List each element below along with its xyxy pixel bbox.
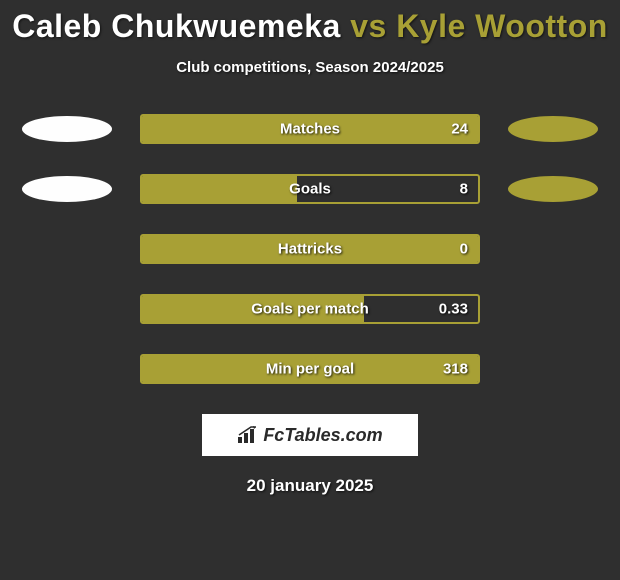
stat-row: Matches24 xyxy=(0,114,620,144)
stat-label: Goals xyxy=(142,181,478,198)
stat-value: 24 xyxy=(451,121,468,138)
stat-label: Matches xyxy=(142,121,478,138)
stat-label: Goals per match xyxy=(142,301,478,318)
stat-label: Min per goal xyxy=(142,361,478,378)
player2-pill xyxy=(508,176,598,202)
stat-bar: Goals8 xyxy=(140,174,480,204)
stat-label: Hattricks xyxy=(142,241,478,258)
player1-name: Caleb Chukwuemeka xyxy=(12,8,341,44)
player2-pill xyxy=(508,116,598,142)
stat-bar: Matches24 xyxy=(140,114,480,144)
date-text: 20 january 2025 xyxy=(0,476,620,496)
stat-rows: Matches24 Goals8 Hattricks0 Goals per match… xyxy=(0,114,620,384)
subtitle: Club competitions, Season 2024/2025 xyxy=(0,59,620,76)
player1-pill xyxy=(22,176,112,202)
player2-name: Kyle Wootton xyxy=(396,8,608,44)
brand-box: FcTables.com xyxy=(202,414,418,456)
chart-icon xyxy=(237,426,259,444)
stat-value: 8 xyxy=(460,181,468,198)
vs-text: vs xyxy=(350,8,387,44)
brand-text: FcTables.com xyxy=(263,425,382,446)
stat-value: 0.33 xyxy=(439,301,468,318)
stat-value: 318 xyxy=(443,361,468,378)
stat-bar: Min per goal318 xyxy=(140,354,480,384)
stat-bar: Goals per match0.33 xyxy=(140,294,480,324)
stat-row: Min per goal318 xyxy=(0,354,620,384)
stat-value: 0 xyxy=(460,241,468,258)
stat-row: Goals per match0.33 xyxy=(0,294,620,324)
stat-row: Goals8 xyxy=(0,174,620,204)
player1-pill xyxy=(22,116,112,142)
page-title: Caleb Chukwuemeka vs Kyle Wootton xyxy=(0,0,620,45)
stat-bar: Hattricks0 xyxy=(140,234,480,264)
stat-row: Hattricks0 xyxy=(0,234,620,264)
